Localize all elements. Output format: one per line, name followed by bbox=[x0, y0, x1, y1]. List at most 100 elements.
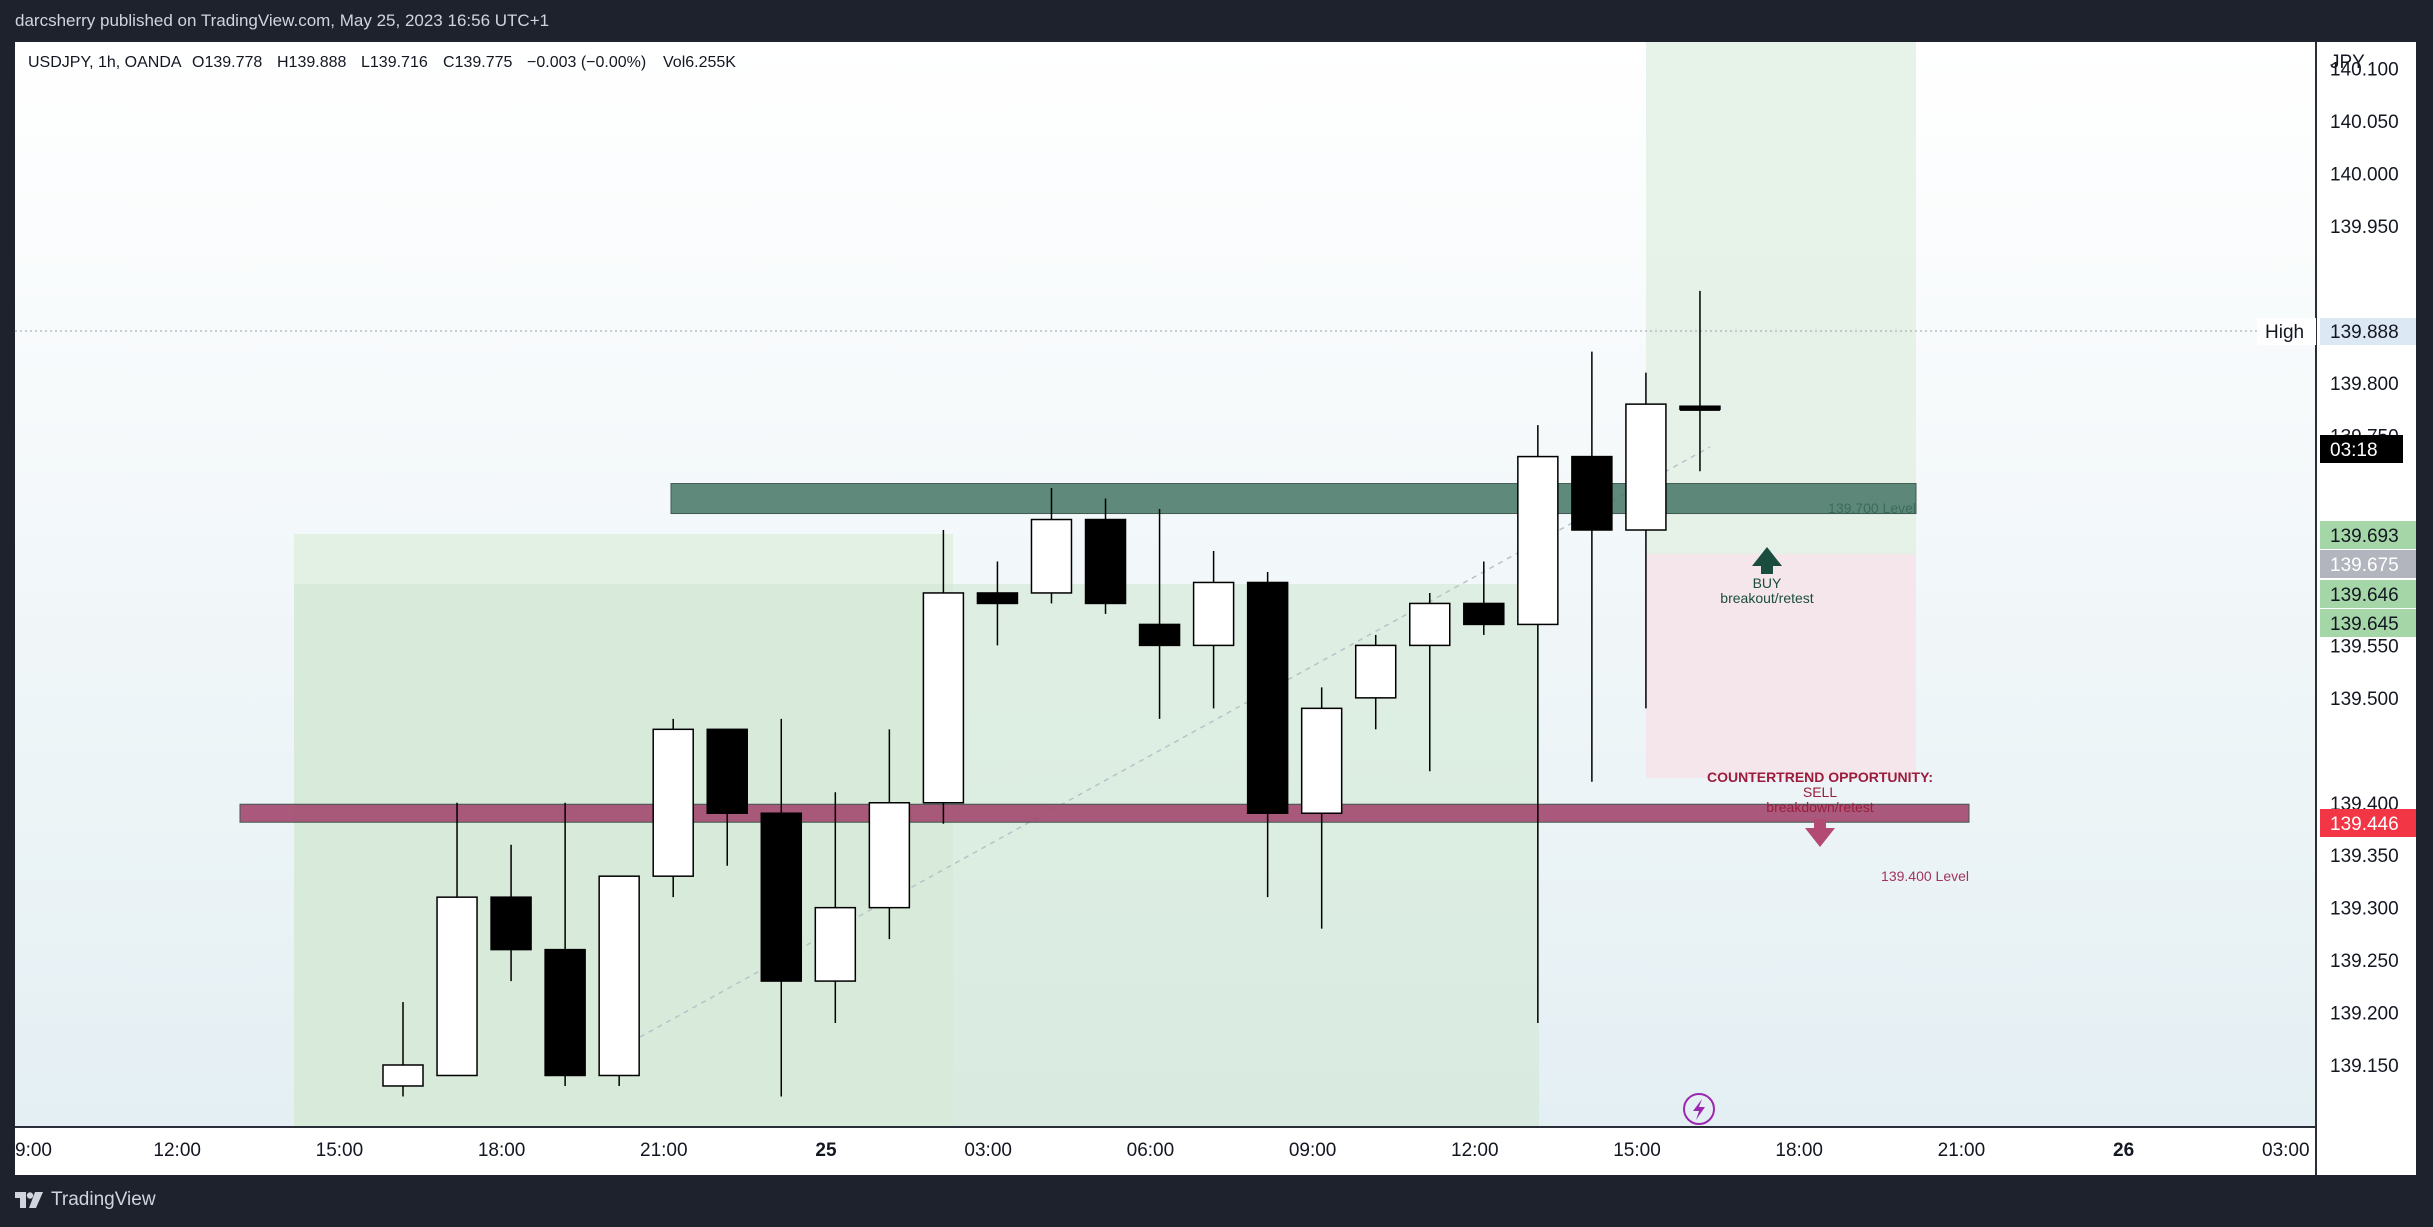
y-tick-label: 140.100 bbox=[2330, 59, 2399, 80]
y-tick-label: 139.200 bbox=[2330, 1004, 2399, 1025]
lightning-glyph-icon bbox=[1693, 1099, 1705, 1120]
x-tick-label: 03:00 bbox=[2262, 1140, 2310, 1161]
legend-close: C139.775 bbox=[443, 54, 512, 71]
sell-level-label: 139.400 Level bbox=[1881, 868, 1969, 884]
candle-down[interactable] bbox=[706, 728, 748, 814]
price-tag-3-box bbox=[2320, 580, 2416, 608]
price-tag-4: 139.645 bbox=[2330, 614, 2399, 635]
lightning-icon[interactable] bbox=[1683, 1093, 1715, 1125]
candlestick-chart[interactable]: USDJPY, 1h, OANDA O139.778 H139.888 L139… bbox=[15, 42, 2416, 1175]
sell-arrow-icon bbox=[1805, 819, 1835, 847]
tradingview-logo-icon bbox=[15, 1192, 43, 1208]
legend-low: L139.716 bbox=[361, 54, 428, 71]
x-tick-label: 12:00 bbox=[1451, 1140, 1499, 1161]
candle-down[interactable] bbox=[544, 948, 586, 1077]
sell-sub-label: breakdown/retest bbox=[1766, 799, 1874, 815]
candle-up[interactable] bbox=[1300, 707, 1343, 814]
x-tick-label: 25 bbox=[815, 1140, 837, 1161]
x-tick-label: 21:00 bbox=[1938, 1140, 1986, 1161]
x-tick-label: 09:00 bbox=[1289, 1140, 1337, 1161]
sell-title-label: COUNTERTREND OPPORTUNITY: bbox=[1707, 769, 1933, 785]
buy-arrow-icon bbox=[1752, 547, 1782, 574]
currency-label: JPY bbox=[2330, 52, 2365, 73]
y-tick-label: 139.250 bbox=[2330, 951, 2399, 972]
long-position-zone-2 bbox=[294, 584, 1539, 1127]
last-price-box bbox=[2320, 809, 2416, 837]
candle-up[interactable] bbox=[814, 906, 857, 982]
legend-volume: Vol6.255K bbox=[663, 54, 736, 71]
y-tick-label: 139.500 bbox=[2330, 689, 2399, 710]
buy-level-label: 139.700 Level bbox=[1828, 500, 1916, 516]
candle-down[interactable] bbox=[976, 592, 1019, 605]
candle-up[interactable] bbox=[652, 728, 694, 877]
candle-up[interactable] bbox=[1517, 455, 1559, 626]
buy-level-zone[interactable] bbox=[670, 483, 1917, 515]
price-tag-4-box bbox=[2320, 609, 2416, 637]
price-tag-2: 139.675 bbox=[2330, 555, 2399, 576]
candle-up[interactable] bbox=[868, 802, 911, 909]
price-tag-1: 139.693 bbox=[2330, 526, 2399, 547]
buy-label: BUY bbox=[1753, 575, 1782, 591]
candle-up[interactable] bbox=[1192, 581, 1235, 647]
candle-up[interactable] bbox=[1354, 644, 1397, 699]
price-scale-background[interactable] bbox=[2316, 42, 2416, 1175]
y-tick-label: 139.350 bbox=[2330, 846, 2399, 867]
buy-sub-label: breakout/retest bbox=[1720, 590, 1813, 606]
x-tick-label: 18:00 bbox=[1775, 1140, 1823, 1161]
time-scale-background[interactable] bbox=[15, 1127, 2316, 1175]
y-tick-label: 139.150 bbox=[2330, 1056, 2399, 1077]
publish-header: darcsherry published on TradingView.com,… bbox=[0, 0, 2433, 42]
candle-down[interactable] bbox=[1138, 623, 1181, 647]
last-price-label: 139.446 bbox=[2330, 814, 2399, 835]
legend-open: O139.778 bbox=[192, 54, 262, 71]
candle-up[interactable] bbox=[1625, 403, 1667, 531]
high-price-box bbox=[2320, 318, 2416, 345]
sell-level-zone[interactable] bbox=[239, 803, 1970, 823]
target-zone bbox=[1646, 42, 1916, 554]
candle-up[interactable] bbox=[436, 896, 478, 1077]
candle-up[interactable] bbox=[1409, 602, 1451, 647]
price-tag-2-box bbox=[2320, 550, 2416, 578]
x-tick-label: 21:00 bbox=[640, 1140, 688, 1161]
candle-up[interactable] bbox=[598, 875, 640, 1077]
x-tick-label: 06:00 bbox=[1127, 1140, 1175, 1161]
candle-down[interactable] bbox=[1246, 581, 1289, 814]
x-tick-label: 15:00 bbox=[1613, 1140, 1661, 1161]
candle-down[interactable] bbox=[1463, 602, 1505, 626]
footer-bar: TradingView bbox=[0, 1175, 2433, 1227]
price-tag-3: 139.646 bbox=[2330, 585, 2399, 606]
high-name-label: High bbox=[2265, 322, 2304, 343]
candle-down[interactable] bbox=[760, 812, 803, 982]
price-tag-1-box bbox=[2320, 521, 2416, 549]
y-tick-label: 139.950 bbox=[2330, 217, 2399, 238]
candle-up[interactable] bbox=[922, 592, 965, 804]
candle-down[interactable] bbox=[1571, 455, 1613, 531]
x-tick-label: 12:00 bbox=[153, 1140, 201, 1161]
tradingview-logo[interactable]: TradingView bbox=[15, 1189, 156, 1211]
chart-area[interactable]: USDJPY, 1h, OANDA O139.778 H139.888 L139… bbox=[15, 42, 2416, 1175]
high-name-box bbox=[2257, 318, 2316, 345]
stop-zone bbox=[1646, 554, 1916, 778]
y-tick-label: 140.050 bbox=[2330, 112, 2399, 133]
candle-up[interactable] bbox=[1030, 518, 1073, 594]
legend-change: −0.003 (−0.00%) bbox=[527, 54, 646, 71]
publish-info: darcsherry published on TradingView.com,… bbox=[15, 11, 550, 30]
y-tick-label: 139.800 bbox=[2330, 374, 2399, 395]
countdown-label: 03:18 bbox=[2330, 440, 2378, 461]
candle-down[interactable] bbox=[1084, 518, 1127, 605]
tradingview-brand: TradingView bbox=[51, 1189, 156, 1210]
sell-label: SELL bbox=[1803, 784, 1837, 800]
candle-up[interactable] bbox=[382, 1064, 424, 1087]
y-tick-label: 140.000 bbox=[2330, 164, 2399, 185]
countdown-box bbox=[2320, 435, 2403, 463]
x-tick-label: 9:00 bbox=[15, 1140, 52, 1161]
x-tick-label: 03:00 bbox=[964, 1140, 1012, 1161]
x-tick-label: 15:00 bbox=[316, 1140, 364, 1161]
y-tick-label: 139.300 bbox=[2330, 899, 2399, 920]
x-tick-label: 26 bbox=[2113, 1140, 2134, 1161]
high-price-label: 139.888 bbox=[2330, 322, 2399, 343]
y-tick-label: 139.550 bbox=[2330, 636, 2399, 657]
legend-symbol: USDJPY, 1h, OANDA bbox=[28, 54, 182, 71]
legend-high: H139.888 bbox=[277, 54, 346, 71]
candle-down[interactable] bbox=[490, 896, 532, 951]
